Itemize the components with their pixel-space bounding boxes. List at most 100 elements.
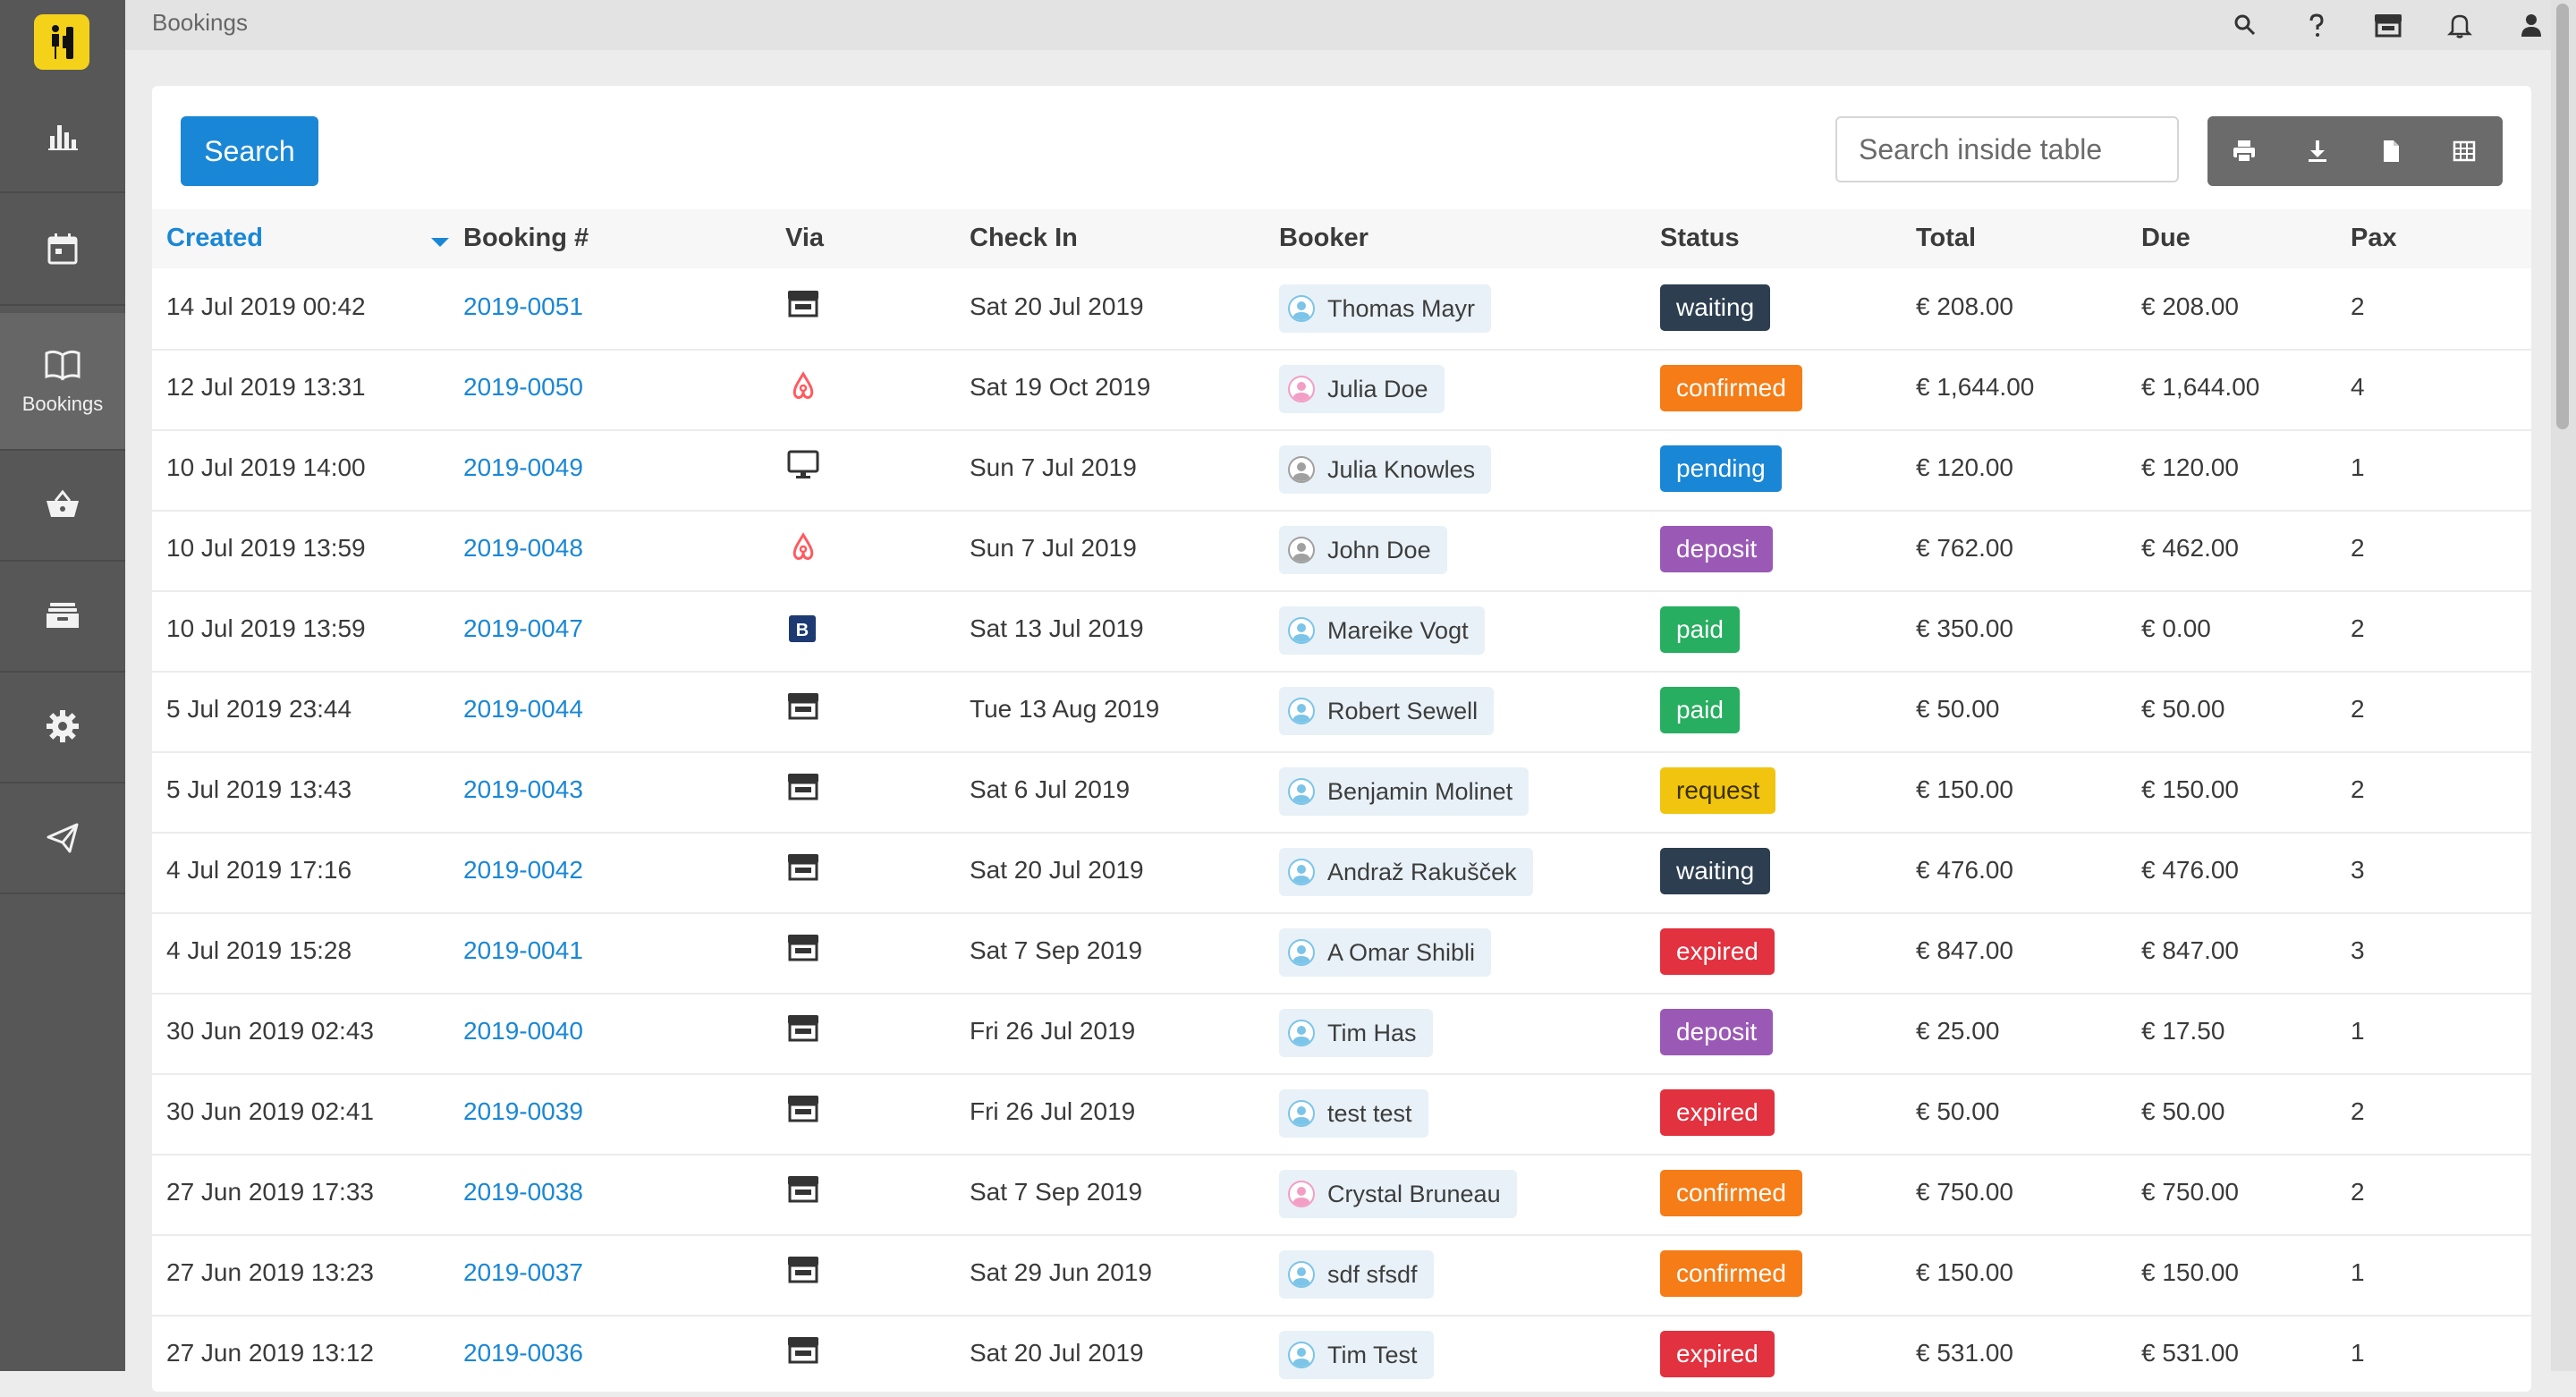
booker-chip[interactable]: John Doe [1279, 526, 1447, 574]
booking-number-link[interactable]: 2019-0044 [463, 695, 583, 723]
checkin-cell: Sat 13 Jul 2019 [970, 614, 1144, 642]
document-button[interactable] [2354, 116, 2428, 186]
checkin-cell: Fri 26 Jul 2019 [970, 1017, 1136, 1045]
booking-number-link[interactable]: 2019-0038 [463, 1178, 583, 1206]
column-header-due[interactable]: Due [2141, 224, 2190, 252]
booker-name: Julia Doe [1327, 375, 1428, 402]
booking-number-link[interactable]: 2019-0042 [463, 856, 583, 884]
table-row[interactable]: 4 Jul 2019 15:28 2019-0041 Sat 7 Sep 2019 A… [152, 912, 2531, 995]
booker-chip[interactable]: Tim Test [1279, 1331, 1434, 1379]
due-cell: € 17.50 [2141, 1017, 2225, 1045]
sidebar-item-messages[interactable] [0, 782, 125, 894]
booker-chip[interactable]: Tim Has [1279, 1009, 1433, 1057]
booker-chip[interactable]: Julia Knowles [1279, 445, 1492, 494]
sidebar-item-bookings[interactable]: Bookings [0, 313, 125, 451]
table-row[interactable]: 27 Jun 2019 13:23 2019-0037 Sat 29 Jun 201… [152, 1234, 2531, 1317]
download-icon [2309, 140, 2326, 162]
booker-chip[interactable]: Julia Doe [1279, 365, 1445, 413]
booking-number-link[interactable]: 2019-0043 [463, 775, 583, 803]
booker-chip[interactable]: Mareike Vogt [1279, 606, 1485, 655]
table-row[interactable]: 27 Jun 2019 13:12 2019-0036 Sat 20 Jul 201… [152, 1315, 2531, 1397]
user-icon[interactable] [2513, 7, 2549, 43]
download-button[interactable] [2281, 116, 2354, 186]
booking-number-link[interactable]: 2019-0047 [463, 614, 583, 642]
booker-chip[interactable]: Crystal Bruneau [1279, 1170, 1517, 1218]
storefront-icon [785, 1254, 821, 1290]
print-button[interactable] [2207, 116, 2281, 186]
table-row[interactable]: 12 Jul 2019 13:31 2019-0050 Sat 19 Oct 201… [152, 349, 2531, 431]
app-logo[interactable] [34, 14, 89, 70]
booker-name: test test [1327, 1099, 1412, 1127]
search-button[interactable]: Search [181, 116, 318, 186]
column-header-status[interactable]: Status [1660, 224, 1740, 252]
storefront-icon [785, 1093, 821, 1129]
column-header-pax[interactable]: Pax [2351, 224, 2397, 252]
sidebar-item-settings[interactable] [0, 671, 125, 783]
avatar-icon [1288, 376, 1315, 402]
checkin-cell: Sat 7 Sep 2019 [970, 936, 1143, 964]
booking-number-link[interactable]: 2019-0036 [463, 1339, 583, 1367]
sidebar-item-inbox[interactable] [0, 560, 125, 673]
table-row[interactable]: 5 Jul 2019 13:43 2019-0043 Sat 6 Jul 2019 B… [152, 751, 2531, 834]
airbnb-icon [785, 368, 821, 404]
basket-icon [47, 489, 79, 517]
table-row[interactable]: 27 Jun 2019 17:33 2019-0038 Sat 7 Sep 2019… [152, 1154, 2531, 1236]
column-header-booker[interactable]: Booker [1279, 224, 1368, 252]
booker-chip[interactable]: A Omar Shibli [1279, 928, 1492, 977]
booker-chip[interactable]: Thomas Mayr [1279, 284, 1492, 333]
column-header-checkin[interactable]: Check In [970, 224, 1078, 252]
help-icon[interactable] [2299, 7, 2334, 43]
booking-number-link[interactable]: 2019-0051 [463, 292, 583, 320]
table-row[interactable]: 30 Jun 2019 02:43 2019-0040 Fri 26 Jul 201… [152, 993, 2531, 1075]
booking-number-link[interactable]: 2019-0049 [463, 453, 583, 481]
total-cell: € 1,644.00 [1916, 373, 2035, 401]
due-cell: € 531.00 [2141, 1339, 2239, 1367]
table-row[interactable]: 4 Jul 2019 17:16 2019-0042 Sat 20 Jul 2019… [152, 832, 2531, 914]
table-row[interactable]: 10 Jul 2019 13:59 2019-0047 B Sat 13 Jul 20… [152, 590, 2531, 673]
booker-chip[interactable]: sdf sfsdf [1279, 1250, 1434, 1299]
pax-cell: 3 [2351, 856, 2365, 884]
table-row[interactable]: 10 Jul 2019 14:00 2019-0049 Sun 7 Jul 2019… [152, 429, 2531, 512]
booker-chip[interactable]: Benjamin Molinet [1279, 767, 1530, 816]
column-header-booking[interactable]: Booking # [463, 224, 589, 252]
breadcrumb: Bookings [152, 9, 248, 36]
table-row[interactable]: 5 Jul 2019 23:44 2019-0044 Tue 13 Aug 2019… [152, 671, 2531, 753]
avatar-icon [1288, 698, 1315, 724]
booker-name: Tim Test [1327, 1341, 1418, 1368]
booking-number-link[interactable]: 2019-0048 [463, 534, 583, 562]
column-header-created[interactable]: Created [166, 224, 263, 252]
created-cell: 27 Jun 2019 17:33 [166, 1178, 374, 1206]
booker-name: Mareike Vogt [1327, 616, 1469, 644]
table-row[interactable]: 14 Jul 2019 00:42 2019-0051 Sat 20 Jul 201… [152, 268, 2531, 351]
sort-desc-icon[interactable] [431, 238, 449, 247]
column-header-total[interactable]: Total [1916, 224, 1977, 252]
grid-button[interactable] [2428, 116, 2501, 186]
booking-number-link[interactable]: 2019-0040 [463, 1017, 583, 1045]
sidebar-item-shop[interactable] [0, 449, 125, 562]
created-cell: 30 Jun 2019 02:41 [166, 1097, 374, 1125]
storefront-icon[interactable] [2370, 7, 2406, 43]
sidebar-item-calendar[interactable] [0, 193, 125, 306]
booking-number-link[interactable]: 2019-0037 [463, 1258, 583, 1286]
status-badge: expired [1660, 928, 1775, 975]
created-cell: 27 Jun 2019 13:12 [166, 1339, 374, 1367]
avatar-icon [1288, 617, 1315, 644]
bell-icon[interactable] [2442, 7, 2478, 43]
search-icon[interactable] [2227, 7, 2263, 43]
bookings-panel: Search Created Booking # Via Check In Bo… [152, 86, 2531, 1397]
scrollbar-thumb[interactable] [2556, 4, 2569, 429]
booking-number-link[interactable]: 2019-0039 [463, 1097, 583, 1125]
sidebar-item-reports[interactable] [0, 80, 125, 193]
booker-chip[interactable]: Robert Sewell [1279, 687, 1495, 735]
booker-chip[interactable]: Andraž Rakušček [1279, 848, 1533, 896]
table-search-input[interactable] [1835, 116, 2179, 182]
table-row[interactable]: 30 Jun 2019 02:41 2019-0039 Fri 26 Jul 201… [152, 1073, 2531, 1156]
booking-number-link[interactable]: 2019-0041 [463, 936, 583, 964]
checkin-cell: Tue 13 Aug 2019 [970, 695, 1160, 723]
checkin-cell: Sat 6 Jul 2019 [970, 775, 1131, 803]
booker-chip[interactable]: test test [1279, 1089, 1428, 1138]
table-row[interactable]: 10 Jul 2019 13:59 2019-0048 Sun 7 Jul 2019… [152, 510, 2531, 592]
booking-number-link[interactable]: 2019-0050 [463, 373, 583, 401]
total-cell: € 762.00 [1916, 534, 2013, 562]
column-header-via[interactable]: Via [785, 224, 825, 252]
